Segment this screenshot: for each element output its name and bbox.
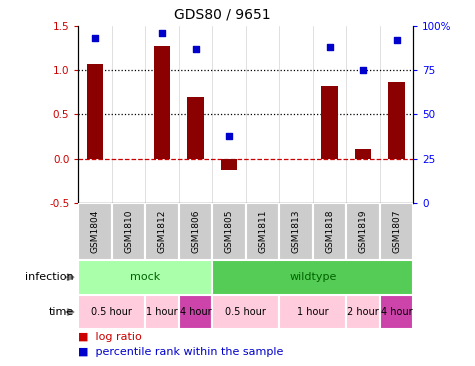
Text: 4 hour: 4 hour (180, 307, 211, 317)
Bar (321, 86, 338, 159)
Point (326, 44, 333, 50)
Bar (78, 203, 112, 260)
Bar (279, 203, 313, 260)
Text: wildtype: wildtype (289, 272, 336, 282)
Bar (179, 203, 212, 260)
Point (225, 133, 233, 139)
Bar (78, 295, 145, 329)
Bar (145, 203, 179, 260)
Text: GSM1819: GSM1819 (359, 210, 368, 253)
Point (91, 35, 99, 41)
Bar (78, 260, 212, 295)
Point (158, 30, 166, 36)
Bar (346, 203, 380, 260)
Point (393, 37, 400, 43)
Text: GSM1810: GSM1810 (124, 210, 133, 253)
Text: 1 hour: 1 hour (146, 307, 178, 317)
Bar (187, 97, 204, 159)
Text: ■  log ratio: ■ log ratio (78, 332, 142, 342)
Text: GSM1813: GSM1813 (292, 210, 301, 253)
Bar (154, 46, 171, 159)
Bar (87, 64, 104, 159)
Text: ■  percentile rank within the sample: ■ percentile rank within the sample (78, 347, 284, 357)
Text: 1 hour: 1 hour (297, 307, 329, 317)
Bar (212, 295, 279, 329)
Point (192, 46, 200, 52)
Text: mock: mock (130, 272, 161, 282)
Text: 2 hour: 2 hour (347, 307, 379, 317)
Bar (112, 203, 145, 260)
Point (359, 67, 367, 73)
Bar (279, 295, 346, 329)
Text: 0.5 hour: 0.5 hour (91, 307, 133, 317)
Text: infection: infection (25, 272, 74, 282)
Text: GDS80 / 9651: GDS80 / 9651 (174, 8, 270, 22)
Bar (221, 159, 238, 170)
Bar (212, 260, 413, 295)
Text: GSM1812: GSM1812 (158, 210, 167, 253)
Bar (380, 203, 413, 260)
Text: time: time (48, 307, 74, 317)
Bar (313, 203, 346, 260)
Text: GSM1811: GSM1811 (258, 210, 267, 253)
Bar (380, 295, 413, 329)
Bar (179, 295, 212, 329)
Bar (145, 295, 179, 329)
Bar (388, 82, 405, 159)
Bar (246, 203, 279, 260)
Bar (346, 295, 380, 329)
Text: GSM1807: GSM1807 (392, 210, 401, 253)
Text: GSM1805: GSM1805 (225, 210, 234, 253)
Text: GSM1806: GSM1806 (191, 210, 200, 253)
Bar (355, 149, 371, 159)
Text: GSM1804: GSM1804 (91, 210, 100, 253)
Text: 4 hour: 4 hour (380, 307, 412, 317)
Text: GSM1818: GSM1818 (325, 210, 334, 253)
Bar (212, 203, 246, 260)
Text: 0.5 hour: 0.5 hour (225, 307, 266, 317)
